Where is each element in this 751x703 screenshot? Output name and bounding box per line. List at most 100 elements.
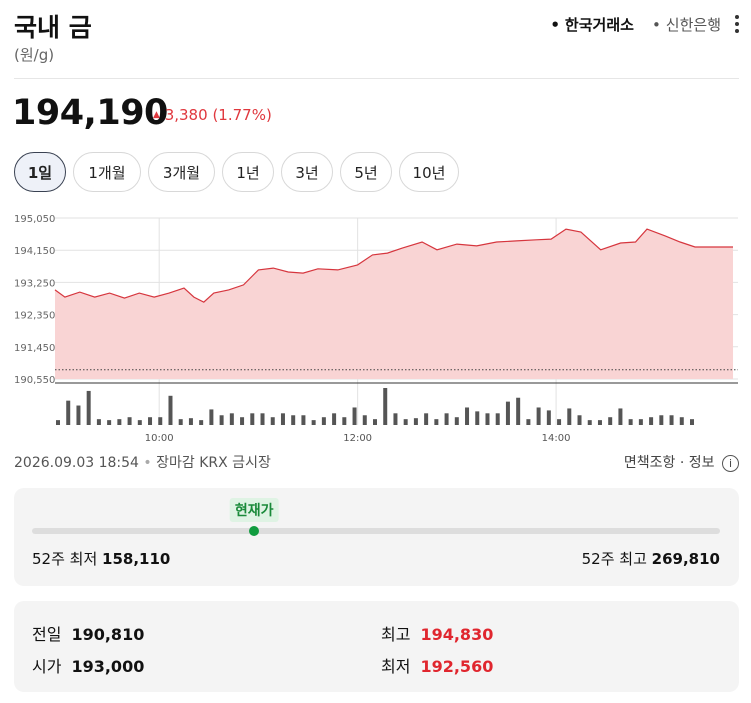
volume-bar [669, 415, 674, 425]
up-arrow: ▲ [153, 110, 160, 120]
volume-bar [403, 419, 408, 425]
period-tab[interactable]: 3개월 [148, 152, 215, 192]
market-state: 장마감 [156, 455, 195, 471]
info-icon[interactable]: i [722, 455, 739, 472]
volume-bar [86, 390, 91, 425]
title: 국내 금 [14, 13, 92, 42]
volume-bar [148, 417, 153, 425]
summary-item: 시가 193,000 [32, 653, 144, 677]
volume-bar [393, 413, 398, 425]
volume-bar [56, 420, 60, 425]
source-tabs: • 한국거래소 • 신한은행 [550, 14, 721, 35]
source-tab[interactable]: • 한국거래소 [550, 14, 634, 35]
volume-bar [280, 413, 285, 425]
bullet: • [651, 16, 661, 34]
range-track [32, 528, 720, 534]
volume-bar [352, 407, 357, 425]
volume-bar [495, 413, 500, 425]
volume-bar [608, 417, 613, 425]
volume-bar [628, 419, 633, 425]
volume-bar [127, 417, 132, 425]
price-line [54, 228, 733, 303]
price: 194,190 [12, 93, 168, 133]
period-tab[interactable]: 3년 [281, 152, 333, 192]
y-tick-label: 192,350 [14, 311, 55, 322]
period-tab[interactable]: 1일 [14, 152, 66, 192]
x-tick-label: 12:00 [343, 433, 372, 444]
status: 2026.09.03 18:54 • 장마감 KRX 금시장 [14, 455, 271, 471]
y-tick-label: 193,250 [14, 278, 55, 289]
current-badge: 현재가 [229, 498, 279, 522]
volume-bar [567, 408, 572, 425]
volume-bar [240, 417, 245, 425]
period-tab[interactable]: 1개월 [73, 152, 141, 192]
range-box: 현재가 52주 최저 158,110 52주 최고 269,810 [14, 488, 739, 586]
y-tick-label: 194,150 [14, 246, 55, 257]
volume-bar [117, 419, 122, 425]
value: 269,810 [651, 550, 720, 568]
volume-bar [250, 413, 255, 425]
links: 면책조항 · 정보 i [624, 452, 739, 472]
volume-bar [188, 418, 193, 425]
volume-bar [270, 417, 275, 425]
summary-value: 193,000 [71, 657, 145, 676]
unit: (원/g) [14, 46, 55, 64]
volume-bar [260, 413, 265, 425]
volume-bar [434, 419, 439, 425]
volume-bar [597, 420, 602, 425]
volume-bar [454, 417, 459, 425]
volume-bar [516, 397, 521, 425]
volume-bar [168, 395, 173, 425]
volume-bar [158, 417, 163, 425]
high-52w: 52주 최고 269,810 [582, 548, 720, 569]
volume-bar [137, 420, 142, 425]
volume-bar [649, 417, 654, 425]
low-52w: 52주 최저 158,110 [32, 548, 170, 569]
summary-item: 최고 194,830 [381, 621, 493, 645]
volume-bar [383, 388, 388, 425]
volume-bar [618, 408, 623, 425]
summary-value: 190,810 [71, 625, 145, 644]
volume-bar [475, 411, 480, 425]
more-icon[interactable] [732, 14, 742, 36]
x-tick-label: 14:00 [542, 433, 571, 444]
summary-label: 전일 [32, 625, 62, 644]
market: KRX 금시장 [199, 455, 271, 471]
volume-bar [505, 401, 510, 425]
volume-bar [301, 415, 306, 425]
source-name: 신한은행 [665, 16, 721, 34]
volume-bar [76, 405, 81, 425]
volume-bar [219, 415, 224, 425]
volume-bar [679, 417, 684, 425]
summary-label: 시가 [32, 657, 62, 676]
volume-bar [321, 417, 326, 425]
link[interactable]: 정보 [688, 455, 715, 471]
divider [14, 78, 739, 79]
volume-bar [229, 413, 234, 425]
volume-bar [536, 407, 541, 425]
volume-bar [332, 413, 337, 425]
period-tab[interactable]: 5년 [340, 152, 392, 192]
volume-bar [465, 407, 470, 425]
label: 52주 최저 [32, 550, 98, 568]
source-tab[interactable]: • 신한은행 [652, 14, 721, 35]
price-change: ▲ 3,380 (1.77%) [153, 106, 272, 124]
summary-value: 192,560 [420, 657, 494, 676]
change: 3,380 [164, 106, 208, 124]
link[interactable]: 면책조항 [623, 455, 676, 471]
area-fill [55, 229, 734, 379]
volume-bar [209, 409, 214, 425]
summary-item: 전일 190,810 [32, 621, 144, 645]
source-name: 한국거래소 [564, 16, 634, 34]
volume-bar [96, 419, 101, 425]
volume-bar [526, 419, 531, 425]
period-tab[interactable]: 1년 [222, 152, 274, 192]
volume-bar [690, 419, 694, 425]
chart: 190,550 191,450 192,350 193,250 194,150 195,0… [14, 214, 738, 444]
summary-label: 최고 [381, 625, 411, 644]
bullet: • [550, 16, 560, 34]
summary-label: 최저 [381, 657, 411, 676]
summary-value: 194,830 [420, 625, 494, 644]
volume-bar [659, 415, 664, 425]
period-tab[interactable]: 10년 [399, 152, 459, 192]
